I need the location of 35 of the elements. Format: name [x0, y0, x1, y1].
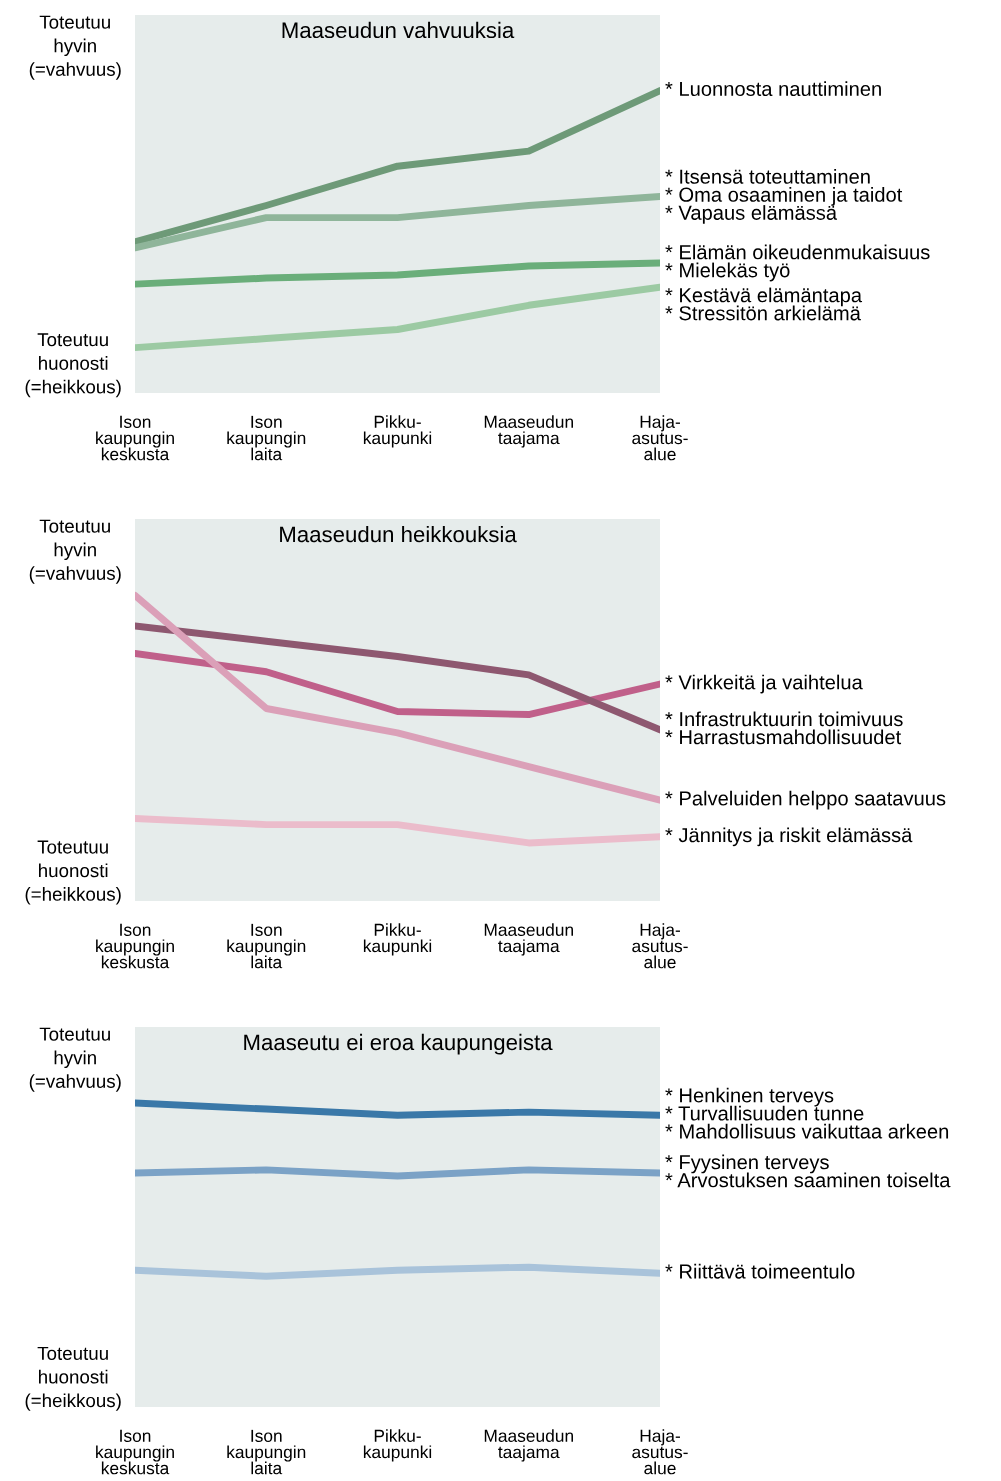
chart-title: Maaseudun heikkouksia	[280, 525, 517, 543]
chart-title: Maaseudun vahvuuksia	[282, 21, 515, 39]
x-tick-label: Maaseudun taajama	[484, 415, 573, 448]
x-tick-label: Ison kaupungin laita	[227, 415, 306, 461]
text: Toteutuu huonosti (=heikkous)	[25, 1346, 121, 1411]
series-label: * Luonnosta nauttiminen	[665, 81, 881, 97]
x-tick-label: Maaseudun taajama	[484, 1429, 573, 1462]
chart-title: Maaseutu ei eroa kaupungeista	[244, 1033, 553, 1055]
x-tick-label: Ison kaupungin keskusta	[96, 1429, 174, 1475]
x-tick-label: Haja- asutus- alue	[632, 923, 688, 969]
text: Toteutuu hyvin (=vahvuus)	[29, 519, 121, 584]
x-tick-label: Pikku- kaupunki	[363, 1429, 432, 1462]
text: Toteutuu huonosti (=heikkous)	[25, 333, 121, 398]
x-tick-label: Ison kaupungin laita	[227, 923, 306, 969]
text: Toteutuu huonosti (=heikkous)	[25, 840, 121, 905]
series-label: * Palveluiden helppo saatavuus	[665, 790, 946, 810]
x-tick-label: Pikku- kaupunki	[363, 415, 432, 448]
text: Toteutuu hyvin (=vahvuus)	[29, 15, 121, 80]
x-tick-label: Ison kaupungin keskusta	[96, 415, 174, 461]
series-label: * Itsensä toteuttaminen * Oma osaaminen ja taidot * Vapaus elämässä	[665, 169, 903, 224]
x-tick-label: Maaseudun taajama	[484, 923, 573, 956]
x-tick-label: Haja- asutus- alue	[632, 1429, 688, 1475]
series-label: * Fyysinen terveys * Arvostuksen saaminen toiselta	[665, 1154, 951, 1188]
series-label: * Elämän oikeudenmukaisuus * Mielekäs työ	[665, 244, 930, 282]
series-label: * Kestävä elämäntapa * Stressitön arkielämä	[665, 287, 863, 321]
x-tick-label: Pikku- kaupunki	[363, 923, 432, 956]
text: Toteutuu hyvin (=vahvuus)	[29, 1027, 121, 1092]
series-label: * Jännitys ja riskit elämässä	[665, 827, 913, 847]
x-tick-label: Ison kaupungin keskusta	[96, 923, 174, 969]
series-label: * Virkkeitä ja vaihtelua	[665, 674, 863, 694]
x-tick-label: Ison kaupungin laita	[227, 1429, 306, 1475]
x-tick-label: Haja- asutus- alue	[632, 415, 688, 461]
series-label: * Infrastruktuurin toimivuus * Harrastusmahdollisuudet	[665, 711, 903, 745]
series-label: * Henkinen terveys * Turvallisuuden tunne * Mahdollisuus vaikuttaa arkeen	[665, 1087, 949, 1139]
series-label: * Riittävä toimeentulo	[665, 1263, 855, 1279]
